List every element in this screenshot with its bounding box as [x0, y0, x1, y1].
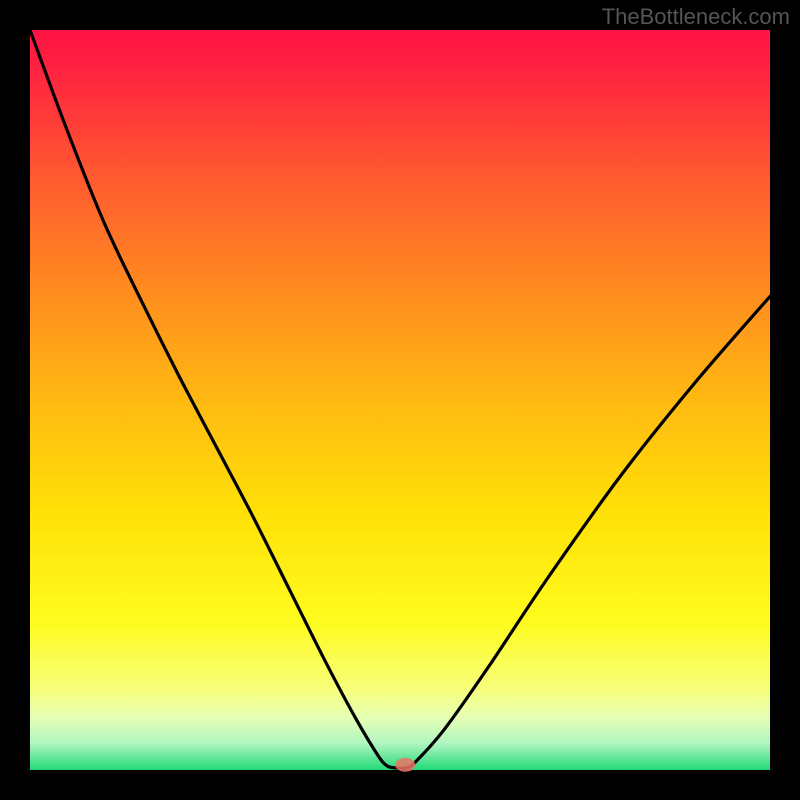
watermark-text: TheBottleneck.com	[602, 4, 790, 30]
plot-background	[30, 30, 770, 770]
optimal-point-marker	[395, 758, 415, 772]
bottleneck-chart	[0, 0, 800, 800]
